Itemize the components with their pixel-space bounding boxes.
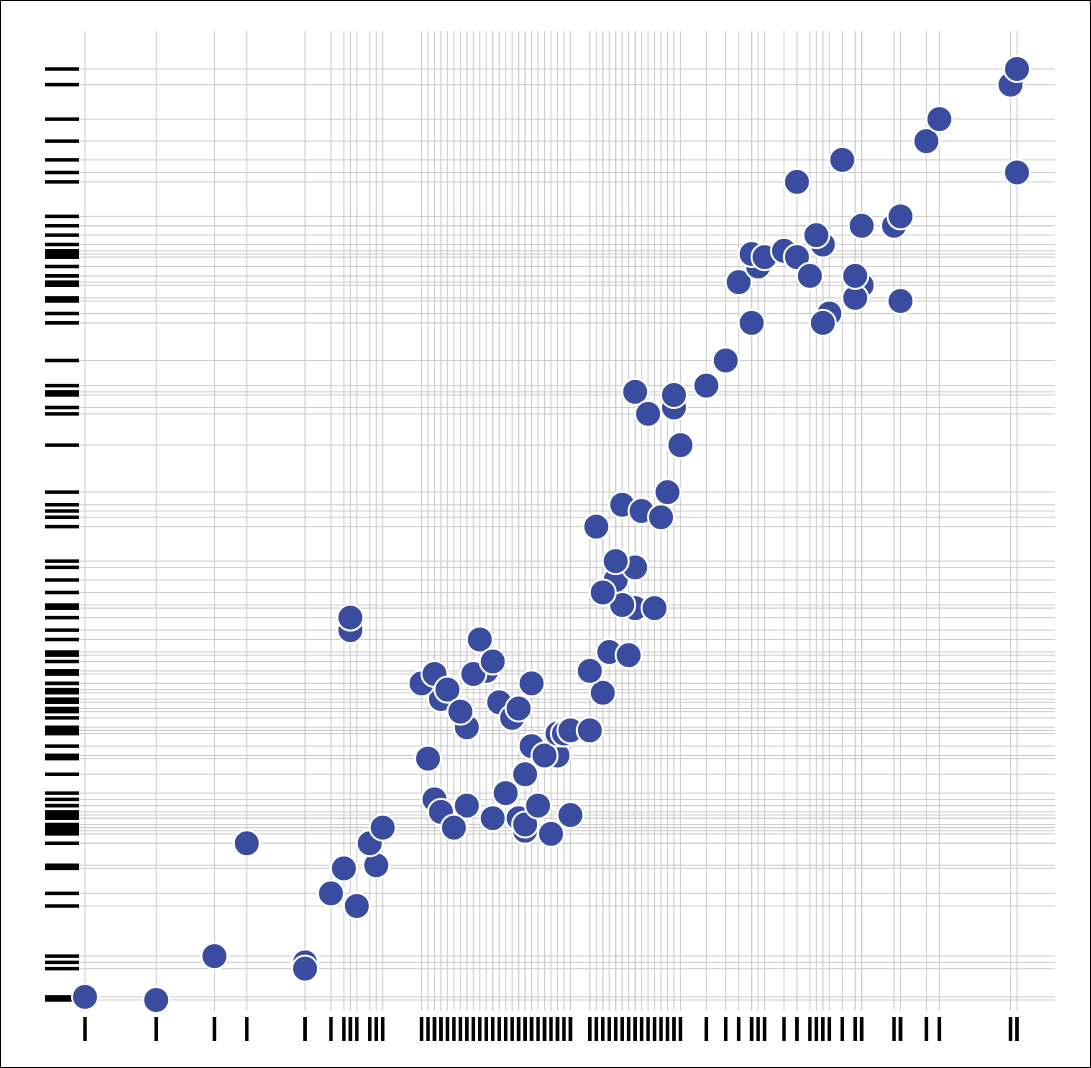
data-point: [316, 879, 345, 908]
data-point: [478, 647, 507, 676]
data-point: [925, 105, 954, 134]
data-point: [666, 431, 695, 460]
data-point: [659, 381, 688, 410]
data-point: [446, 697, 475, 726]
data-point: [530, 741, 559, 770]
data-point: [1003, 158, 1031, 187]
data-point: [912, 127, 941, 156]
data-point: [795, 261, 824, 290]
data-point: [575, 656, 604, 685]
data-point: [517, 669, 546, 698]
data-point: [588, 678, 617, 707]
data-point: [847, 211, 876, 240]
data-point: [142, 986, 171, 1014]
data-point: [511, 760, 540, 789]
data-point: [336, 603, 365, 632]
data-point: [828, 145, 857, 174]
data-point: [537, 819, 565, 848]
data-point: [478, 804, 507, 833]
data-point: [653, 478, 682, 507]
data-point: [711, 346, 740, 375]
data-point: [886, 286, 915, 315]
data-point: [640, 594, 669, 623]
data-point: [504, 694, 533, 723]
data-point: [802, 221, 831, 250]
data-point: [634, 399, 663, 428]
data-point: [575, 716, 604, 745]
data-point: [556, 801, 585, 830]
data-point: [452, 791, 481, 820]
data-point: [414, 744, 443, 773]
data-point: [841, 261, 870, 290]
data-point: [647, 503, 676, 532]
data-point: [601, 547, 630, 576]
data-point: [808, 308, 837, 337]
data-point: [737, 308, 766, 337]
data-point: [368, 813, 397, 842]
data-point: [291, 954, 320, 983]
data-point: [439, 813, 468, 842]
rug-marks: [45, 67, 1019, 1041]
data-point: [724, 268, 753, 297]
data-point: [886, 202, 915, 231]
data-points: [71, 55, 1031, 1014]
data-point: [200, 942, 229, 971]
data-point: [782, 167, 811, 196]
data-point: [329, 854, 358, 883]
data-point: [692, 371, 721, 400]
data-point: [621, 377, 650, 406]
data-point: [232, 829, 261, 858]
data-point: [524, 791, 553, 820]
data-point: [582, 512, 611, 541]
data-point: [1003, 55, 1031, 83]
data-point: [459, 659, 488, 688]
grid-lines: [45, 31, 1055, 1011]
data-point: [588, 578, 617, 607]
data-point: [491, 779, 520, 808]
data-point: [433, 675, 462, 704]
data-point: [342, 891, 371, 920]
data-point: [614, 641, 643, 670]
data-point: [71, 982, 99, 1011]
data-point: [465, 625, 494, 654]
